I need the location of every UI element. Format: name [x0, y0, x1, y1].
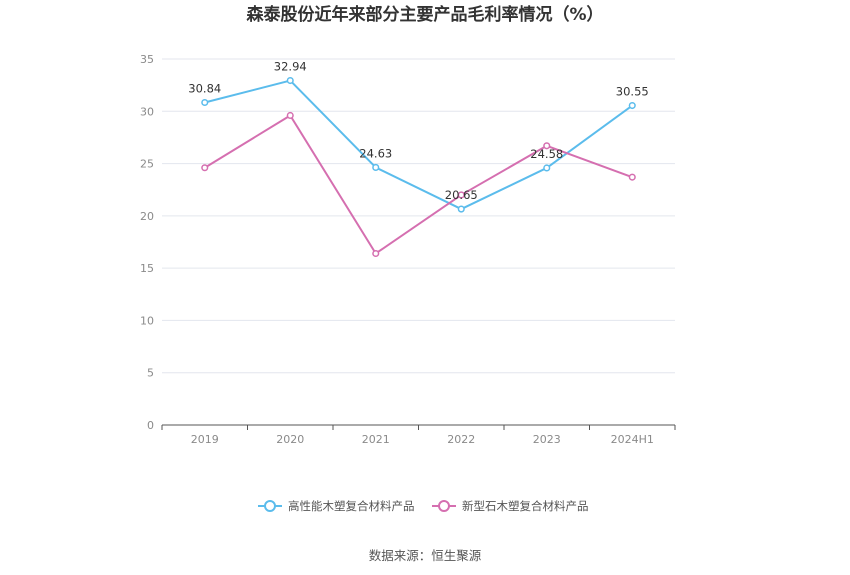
data-point[interactable] — [286, 111, 294, 120]
x-tick-label: 2023 — [533, 433, 561, 446]
legend-item-0[interactable]: 高性能木塑复合材料产品 — [258, 499, 415, 513]
data-label: 20.65 — [445, 188, 478, 202]
y-tick-label: 20 — [140, 210, 154, 223]
series-layer — [201, 76, 636, 258]
data-point[interactable] — [286, 76, 294, 85]
data-point[interactable] — [628, 173, 636, 181]
data-point[interactable] — [457, 205, 465, 213]
legend[interactable]: 高性能木塑复合材料产品 新型石木塑复合材料产品 — [258, 499, 589, 513]
data-point[interactable] — [628, 101, 636, 110]
y-tick-label: 25 — [140, 158, 154, 171]
legend-marker — [264, 500, 276, 512]
x-tick-label: 2019 — [191, 433, 219, 446]
source-note: 数据来源：恒生聚源 — [369, 548, 482, 563]
data-point[interactable] — [372, 249, 380, 258]
chart-title: 森泰股份近年来部分主要产品毛利率情况（%） — [246, 4, 603, 25]
data-label: 24.58 — [530, 147, 563, 161]
legend-marker — [438, 500, 450, 512]
data-point[interactable] — [543, 142, 551, 150]
data-point[interactable] — [201, 164, 209, 172]
x-tick-label: 2020 — [276, 433, 304, 446]
data-labels: 30.84 32.94 24.63 20.65 24.58 30.55 — [188, 60, 648, 203]
data-label: 24.63 — [359, 146, 392, 160]
data-point[interactable] — [457, 191, 465, 199]
y-tick-label: 0 — [147, 419, 154, 432]
legend-label: 高性能木塑复合材料产品 — [288, 499, 415, 513]
y-tick-label: 35 — [140, 53, 154, 66]
y-axis: 0 5 10 15 20 25 30 35 — [140, 53, 154, 432]
data-label: 32.94 — [274, 60, 307, 74]
data-point[interactable] — [372, 163, 380, 171]
data-label: 30.55 — [616, 85, 649, 99]
data-point[interactable] — [201, 98, 209, 107]
y-tick-label: 30 — [140, 105, 154, 118]
data-point[interactable] — [543, 164, 551, 172]
x-axis: 2019 2020 2021 2022 2023 2024H1 — [161, 424, 676, 446]
series-line-1 — [204, 114, 633, 255]
legend-item-1[interactable]: 新型石木塑复合材料产品 — [432, 499, 589, 513]
grid-lines — [162, 58, 675, 374]
series-line-0 — [204, 79, 633, 211]
x-tick-label: 2024H1 — [611, 433, 654, 446]
legend-label: 新型石木塑复合材料产品 — [462, 499, 589, 513]
x-tick-label: 2021 — [362, 433, 390, 446]
y-tick-label: 15 — [140, 262, 154, 275]
x-tick-label: 2022 — [447, 433, 475, 446]
y-tick-label: 5 — [147, 367, 154, 380]
data-label: 30.84 — [188, 82, 221, 96]
y-tick-label: 10 — [140, 314, 154, 327]
